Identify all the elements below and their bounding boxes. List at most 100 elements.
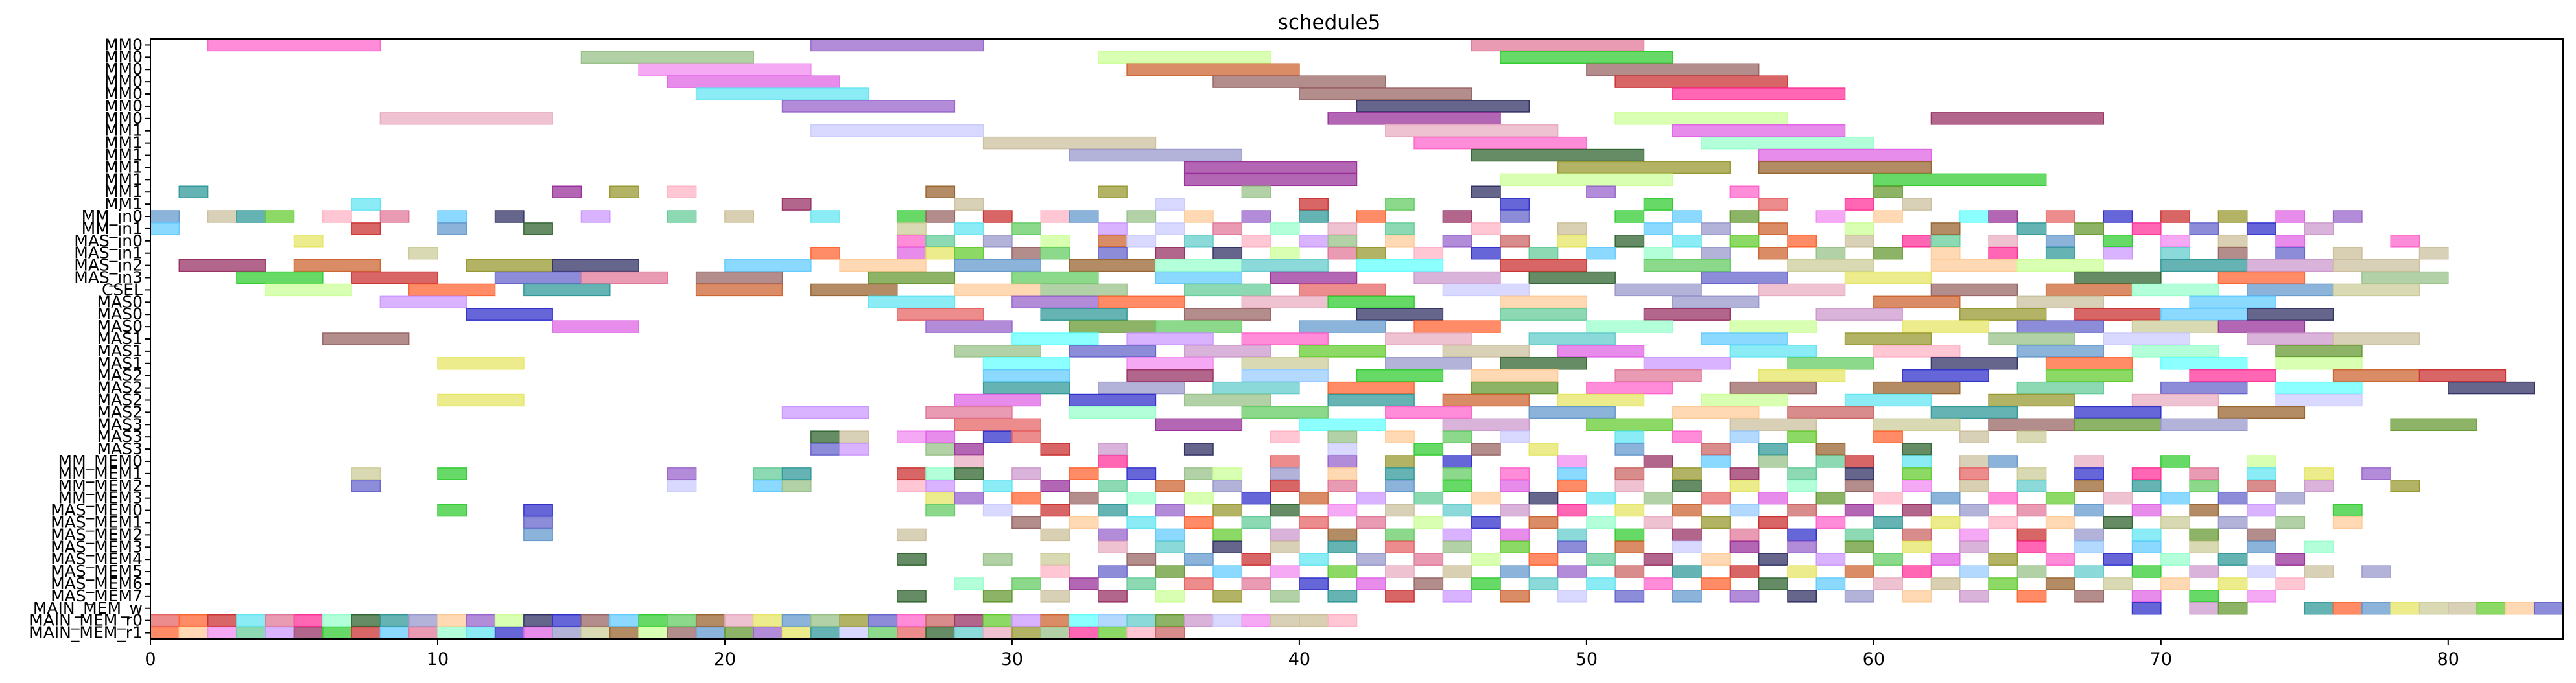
task-bar bbox=[1041, 505, 1069, 516]
task-bar bbox=[1185, 395, 1271, 406]
task-bar bbox=[1845, 272, 1932, 284]
task-bar bbox=[1788, 260, 1874, 272]
task-bar bbox=[2161, 248, 2190, 259]
task-bar bbox=[2190, 566, 2218, 577]
task-bar bbox=[1098, 248, 1127, 259]
task-bar bbox=[1558, 505, 1587, 516]
task-bar bbox=[2190, 590, 2218, 602]
x-tick-label: 70 bbox=[2150, 649, 2172, 669]
task-bar bbox=[984, 627, 1012, 639]
task-bar bbox=[811, 431, 840, 443]
task-bar bbox=[1788, 431, 1816, 443]
task-bar bbox=[1472, 382, 1558, 394]
task-bar bbox=[1472, 150, 1644, 161]
task-bar bbox=[351, 468, 380, 480]
task-bar bbox=[1242, 578, 1270, 590]
task-bar bbox=[1213, 541, 1242, 553]
task-bar bbox=[237, 211, 265, 222]
task-bar bbox=[1730, 235, 1758, 247]
task-bar bbox=[2448, 603, 2477, 614]
task-bar bbox=[2017, 382, 2103, 394]
task-bar bbox=[1070, 627, 1098, 639]
task-bar bbox=[954, 395, 1041, 406]
task-bar bbox=[897, 529, 926, 540]
task-bar bbox=[1414, 137, 1587, 149]
task-bar bbox=[954, 223, 983, 235]
task-bar bbox=[984, 505, 1012, 516]
task-bar bbox=[1127, 468, 1155, 480]
task-bar bbox=[1155, 541, 1184, 553]
task-bar bbox=[380, 615, 408, 627]
task-bar bbox=[1185, 308, 1271, 320]
task-bar bbox=[1472, 516, 1500, 528]
task-bar bbox=[1041, 308, 1127, 320]
task-bar bbox=[1500, 431, 1529, 443]
task-bar bbox=[1874, 296, 1960, 308]
task-bar bbox=[1529, 443, 1557, 455]
task-bar bbox=[954, 419, 1041, 430]
task-bar bbox=[1874, 345, 1960, 357]
task-bar bbox=[1759, 443, 1788, 455]
task-bar bbox=[954, 198, 983, 210]
task-bar bbox=[1587, 492, 1615, 504]
task-bar bbox=[438, 358, 524, 369]
task-bar bbox=[1615, 590, 1644, 602]
task-bar bbox=[1472, 553, 1500, 565]
task-bar bbox=[954, 284, 1041, 295]
task-bar bbox=[409, 627, 438, 639]
task-bar bbox=[1701, 443, 1730, 455]
task-bar bbox=[1414, 516, 1443, 528]
task-bar bbox=[2075, 480, 2103, 492]
task-bar bbox=[2190, 480, 2218, 492]
task-bar bbox=[1271, 468, 1299, 480]
task-bar bbox=[1500, 211, 1529, 222]
task-bar bbox=[1701, 223, 1730, 235]
task-bar bbox=[1213, 248, 1242, 259]
task-bar bbox=[2362, 272, 2448, 284]
task-bar bbox=[1185, 553, 1213, 565]
task-bar bbox=[1788, 468, 1816, 480]
task-bar bbox=[1587, 64, 1759, 75]
task-bar bbox=[1357, 308, 1443, 320]
task-bar bbox=[2247, 456, 2276, 467]
task-bar bbox=[2247, 480, 2276, 492]
task-bar bbox=[1845, 480, 1874, 492]
task-bar bbox=[1041, 480, 1069, 492]
task-bar bbox=[380, 627, 408, 639]
task-bar bbox=[1155, 480, 1184, 492]
task-bar bbox=[2075, 505, 2103, 516]
task-bar bbox=[1472, 370, 1558, 382]
task-bar bbox=[954, 578, 983, 590]
task-bar bbox=[811, 39, 984, 51]
task-bar bbox=[2103, 248, 2132, 259]
task-bar bbox=[2276, 345, 2362, 357]
task-bar bbox=[2161, 235, 2190, 247]
task-bar bbox=[954, 627, 983, 639]
task-bar bbox=[1328, 443, 1356, 455]
task-bar bbox=[954, 248, 983, 259]
task-bar bbox=[1098, 51, 1271, 63]
task-bar bbox=[1558, 456, 1587, 467]
task-bar bbox=[984, 358, 1070, 369]
task-bar bbox=[1070, 260, 1156, 272]
task-bar bbox=[2133, 541, 2161, 553]
task-bar bbox=[2190, 223, 2218, 235]
task-bar bbox=[2334, 248, 2362, 259]
task-bar bbox=[1759, 150, 1932, 161]
task-bar bbox=[1328, 235, 1356, 247]
task-bar bbox=[1127, 370, 1213, 382]
task-bar bbox=[1500, 174, 1673, 185]
task-bar bbox=[1500, 590, 1529, 602]
task-bar bbox=[1874, 553, 1902, 565]
task-bar bbox=[1673, 88, 1845, 100]
task-bar bbox=[2133, 223, 2161, 235]
task-bar bbox=[1644, 260, 1730, 272]
task-bar bbox=[1759, 516, 1788, 528]
task-bar bbox=[1615, 566, 1644, 577]
task-bar bbox=[1443, 345, 1529, 357]
task-bar bbox=[2420, 248, 2448, 259]
task-bar bbox=[2046, 553, 2075, 565]
task-bar bbox=[1213, 468, 1242, 480]
task-bar bbox=[1989, 248, 2017, 259]
task-bar bbox=[1271, 480, 1299, 492]
